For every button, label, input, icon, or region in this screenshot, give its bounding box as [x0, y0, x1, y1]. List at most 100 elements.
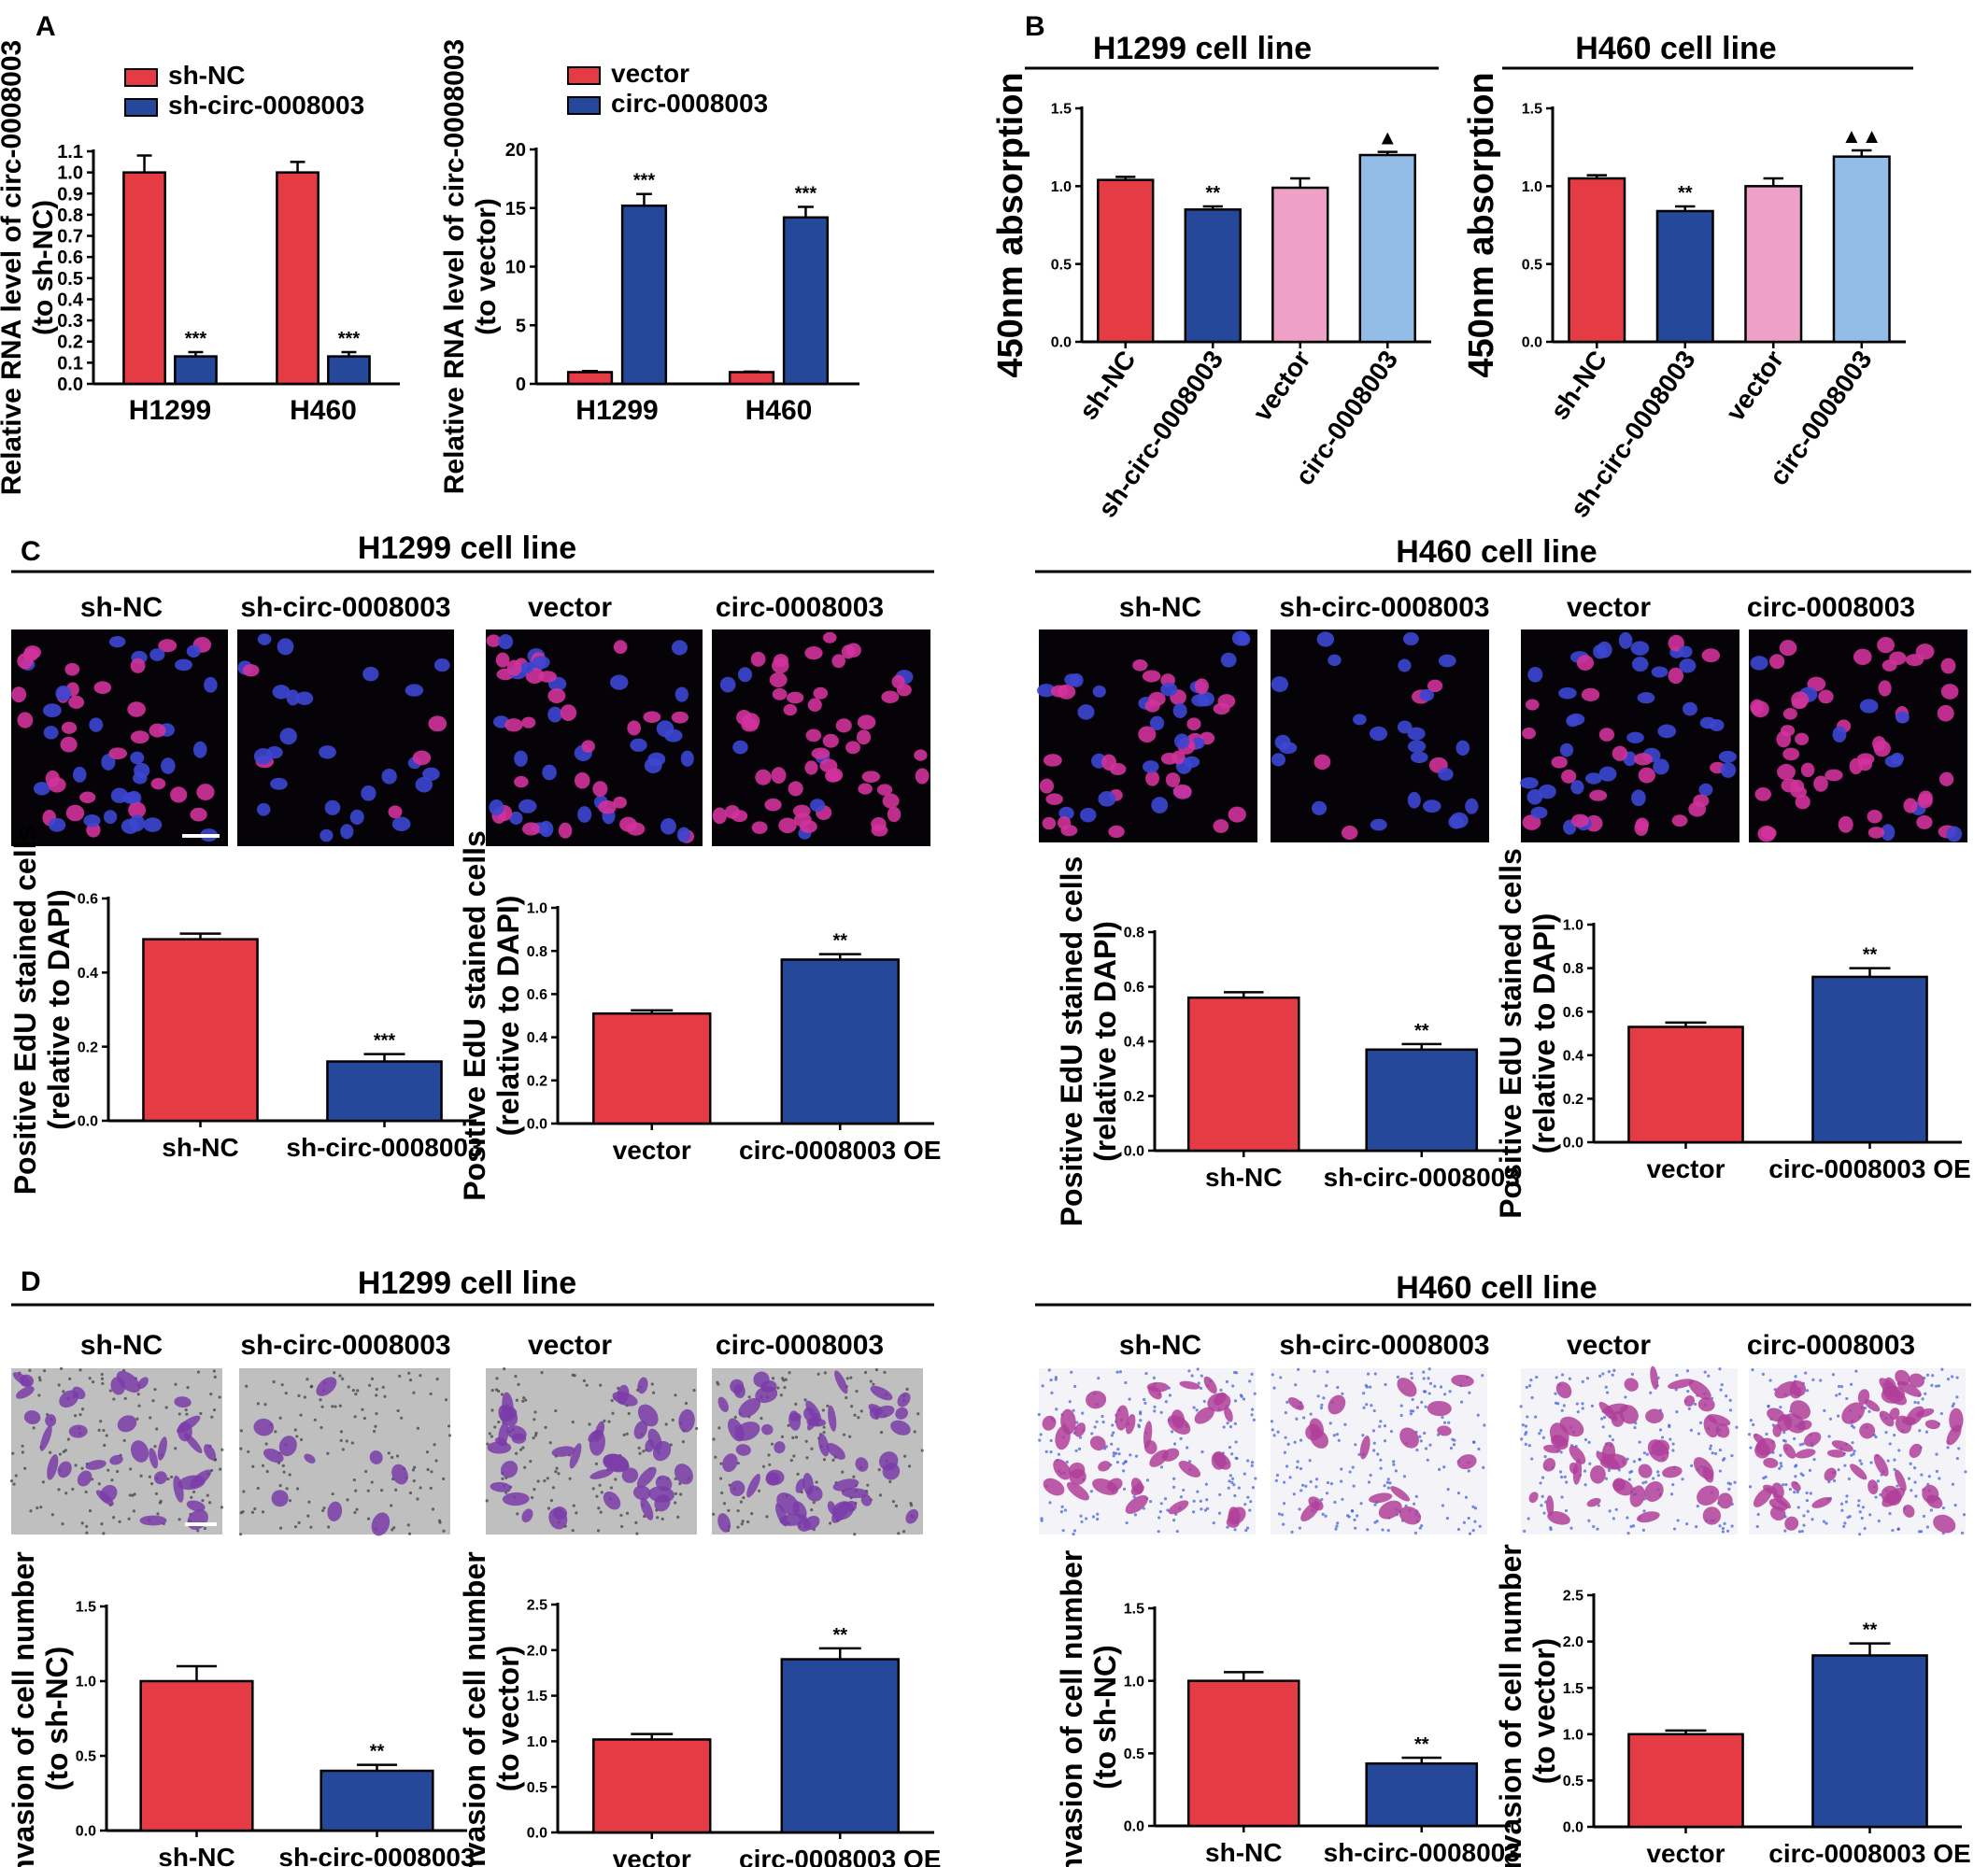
- nucleus: [712, 807, 728, 825]
- nucleus: [643, 711, 661, 723]
- membrane-pore: [57, 1488, 61, 1492]
- membrane-pore: [288, 1473, 291, 1477]
- stained-cell: [569, 1443, 582, 1469]
- stained-cell: [1784, 1516, 1799, 1531]
- membrane-pore: [1302, 1416, 1306, 1420]
- membrane-pore: [263, 1403, 267, 1407]
- bar: [1358, 153, 1416, 344]
- membrane-pore: [1935, 1452, 1938, 1456]
- y-tick-label: 0.2: [527, 1073, 547, 1089]
- membrane-pore: [1957, 1447, 1961, 1450]
- membrane-pore: [720, 1491, 724, 1495]
- y-tick-label: 1.5: [527, 1689, 547, 1704]
- membrane-pore: [1617, 1468, 1621, 1472]
- stained-cell: [57, 1461, 72, 1478]
- membrane-pore: [29, 1509, 33, 1513]
- nucleus: [1618, 631, 1633, 649]
- y-tick-label: 1.0: [1051, 179, 1072, 195]
- y-tick-label: 1.0: [1124, 1674, 1144, 1690]
- y-tick-label: 0.6: [78, 892, 98, 908]
- nucleus: [1132, 659, 1148, 672]
- membrane-pore: [1886, 1459, 1890, 1463]
- membrane-pore: [1827, 1435, 1831, 1438]
- nucleus: [412, 750, 432, 766]
- y-tick-label: 1.5: [1124, 1602, 1144, 1618]
- membrane-pore: [1420, 1400, 1424, 1404]
- membrane-pore: [1608, 1509, 1612, 1513]
- stained-cell: [617, 1384, 630, 1405]
- membrane-pore: [1115, 1461, 1119, 1464]
- y-tick-label: 1.0: [57, 163, 83, 184]
- membrane-pore: [1433, 1384, 1437, 1388]
- nucleus: [1271, 676, 1289, 693]
- membrane-pore: [339, 1438, 343, 1442]
- y-tick-label: 2.5: [527, 1598, 547, 1614]
- membrane-pore: [1048, 1501, 1052, 1505]
- y-tick-label: 0.0: [57, 375, 83, 395]
- membrane-pore: [1669, 1492, 1674, 1496]
- x-tick-label: sh-circ-0008003: [1324, 1163, 1520, 1192]
- membrane-pore: [1124, 1380, 1128, 1385]
- membrane-pore: [1629, 1469, 1634, 1474]
- membrane-pore: [1218, 1492, 1222, 1497]
- panel-c-title-h1299: H1299 cell line: [358, 530, 576, 566]
- membrane-pore: [1525, 1430, 1528, 1435]
- membrane-pore: [1110, 1442, 1114, 1446]
- stained-cell: [68, 1424, 88, 1438]
- membrane-pore: [776, 1386, 780, 1390]
- membrane-pore: [1630, 1372, 1635, 1377]
- stained-cell: [1873, 1453, 1889, 1477]
- stained-cell: [130, 1440, 149, 1463]
- nucleus: [1867, 810, 1882, 824]
- membrane-pore: [1341, 1392, 1344, 1395]
- membrane-pore: [1445, 1516, 1450, 1520]
- stained-cell: [806, 1418, 827, 1427]
- membrane-pore: [1851, 1441, 1854, 1445]
- membrane-pore: [822, 1431, 826, 1435]
- stained-cell: [1569, 1462, 1579, 1475]
- nucleus: [72, 766, 87, 783]
- membrane-pore: [1250, 1372, 1254, 1376]
- stained-cell: [1715, 1423, 1730, 1438]
- nucleus: [799, 820, 817, 834]
- membrane-pore: [1927, 1475, 1931, 1478]
- nucleus: [1160, 682, 1178, 697]
- membrane-pore: [1413, 1531, 1417, 1535]
- invasion-micrograph: [485, 1367, 699, 1535]
- stained-cell: [23, 1410, 41, 1425]
- membrane-pore: [407, 1532, 412, 1535]
- stained-cell: [1850, 1464, 1867, 1480]
- nucleus: [257, 633, 272, 645]
- y-tick-label: 0.6: [1124, 980, 1144, 996]
- membrane-pore: [588, 1422, 591, 1426]
- membrane-pore: [536, 1479, 540, 1483]
- membrane-pore: [1860, 1516, 1864, 1520]
- membrane-pore: [210, 1415, 214, 1419]
- membrane-pore: [1535, 1375, 1539, 1379]
- nucleus: [783, 703, 798, 716]
- panel-c-title-h460: H460 cell line: [1396, 534, 1597, 570]
- membrane-pore: [845, 1377, 849, 1380]
- membrane-pore: [1386, 1478, 1390, 1481]
- membrane-pore: [869, 1379, 873, 1383]
- stained-cell: [636, 1466, 657, 1488]
- membrane-pore: [1399, 1404, 1403, 1407]
- membrane-pore: [1805, 1498, 1810, 1503]
- membrane-pore: [352, 1478, 356, 1482]
- membrane-pore: [1719, 1388, 1723, 1392]
- y-tick-label: 0.5: [1563, 1774, 1583, 1789]
- y-tick-label: 0.0: [76, 1824, 96, 1840]
- stained-cell: [490, 1481, 512, 1492]
- membrane-pore: [1874, 1436, 1878, 1439]
- y-axis-label: Positive EdU stained cells: [1055, 856, 1088, 1227]
- membrane-pore: [852, 1475, 856, 1478]
- membrane-pore: [485, 1499, 489, 1503]
- membrane-pore: [1271, 1373, 1274, 1377]
- membrane-pore: [1560, 1408, 1564, 1412]
- membrane-pore: [390, 1528, 394, 1532]
- y-tick-label: 0.6: [57, 248, 83, 268]
- membrane-pore: [129, 1467, 133, 1471]
- nucleus: [764, 798, 782, 812]
- stained-cell: [761, 1423, 774, 1436]
- membrane-pore: [1100, 1414, 1104, 1419]
